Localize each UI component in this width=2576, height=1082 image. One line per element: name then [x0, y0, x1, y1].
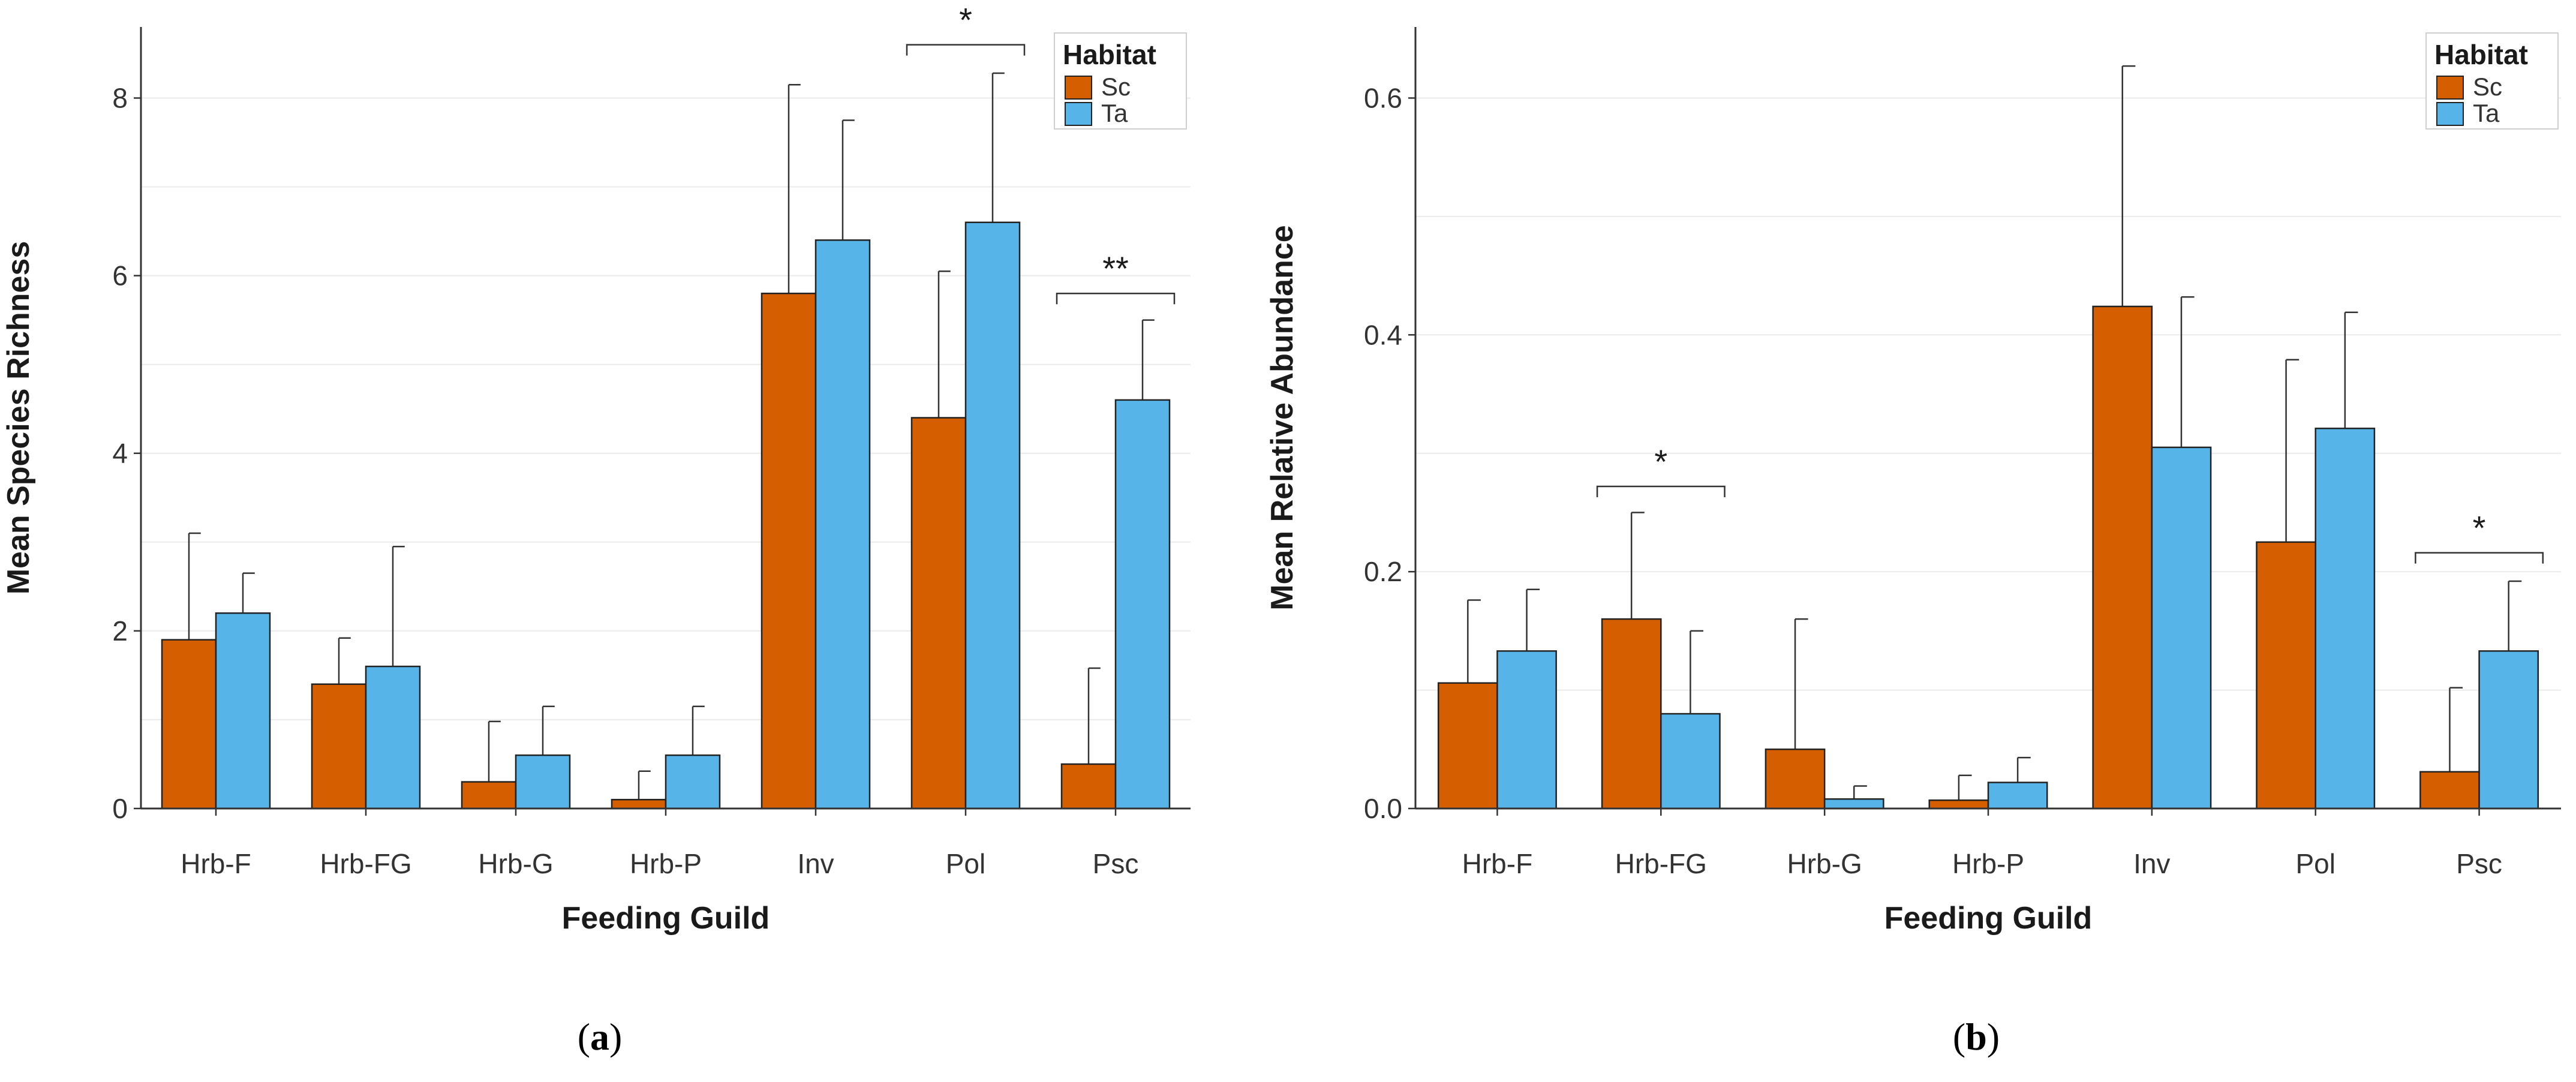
bar-sc-hrb-g — [1765, 749, 1826, 810]
y-tick-label: 2 — [112, 615, 128, 647]
panel-label-letter: a — [590, 1015, 609, 1058]
legend-label-sc: Sc — [1101, 73, 1131, 101]
bar-ta-pol — [2315, 428, 2376, 810]
bar-sc-hrb-fg — [311, 683, 367, 810]
bar-ta-hrb-fg — [1660, 713, 1721, 810]
bar-sc-inv — [761, 292, 817, 810]
x-tick-label: Inv — [2133, 848, 2170, 879]
y-axis-title: Mean Relative Abundance — [1265, 225, 1300, 610]
bar-ta-hrb-p — [665, 754, 721, 810]
legend-title: Habitat — [1063, 39, 1156, 70]
x-tick-label: Inv — [797, 848, 834, 879]
bar-sc-hrb-fg — [1601, 618, 1662, 810]
bar-ta-hrb-f — [215, 612, 271, 810]
significance-bracket — [1056, 292, 1176, 305]
x-axis-title: Feeding Guild — [562, 901, 770, 936]
legend-swatch-sc — [1065, 76, 1092, 100]
bar-ta-hrb-g — [1823, 798, 1884, 810]
x-tick-label: Hrb-FG — [1615, 848, 1707, 879]
legend-swatch-ta — [1065, 102, 1092, 126]
x-tick-label: Hrb-P — [1952, 848, 2024, 879]
y-axis-title: Mean Species Richness — [1, 241, 36, 595]
significance-label: ** — [1102, 250, 1129, 287]
bar-sc-psc — [1060, 763, 1117, 810]
bar-sc-hrb-p — [611, 798, 667, 810]
significance-bracket — [906, 44, 1026, 56]
bar-sc-hrb-g — [461, 781, 517, 810]
bar-ta-hrb-fg — [365, 665, 421, 810]
x-tick-label: Hrb-P — [630, 848, 702, 879]
bar-sc-hrb-f — [161, 639, 217, 810]
bar-sc-pol — [2256, 541, 2316, 810]
bar-sc-hrb-f — [1437, 682, 1498, 810]
y-tick-label: 8 — [112, 82, 128, 113]
bar-ta-inv — [2151, 446, 2212, 810]
bar-ta-pol — [964, 221, 1021, 810]
significance-bracket — [1596, 485, 1726, 498]
y-tick-label: 0.6 — [1364, 82, 1402, 113]
x-tick-label: Pol — [946, 848, 985, 879]
panel-b-chart: 0.0 0.2 0.4 0.6 Hrb-F Hrb-FG Hrb-G Hrb-P Inv Pol P… — [1265, 27, 2561, 1058]
y-tick-label: 0.0 — [1364, 793, 1402, 824]
bar-sc-psc — [2419, 771, 2480, 810]
x-tick-label: Hrb-FG — [320, 848, 411, 879]
legend-swatch-ta — [2436, 102, 2464, 126]
x-tick-label: Psc — [1093, 848, 1139, 879]
y-tick-label: 4 — [112, 438, 128, 469]
y-tick-label: 0 — [112, 793, 128, 824]
significance-label: * — [959, 1, 972, 39]
bar-sc-hrb-p — [1928, 799, 1989, 810]
panel-label: (b) — [1953, 1015, 2000, 1058]
legend-swatch-sc — [2436, 76, 2464, 100]
panel-label: (a) — [578, 1015, 623, 1058]
x-tick-label: Hrb-F — [1462, 848, 1533, 879]
x-tick-label: Hrb-F — [181, 848, 251, 879]
bar-sc-pol — [910, 417, 967, 810]
bar-ta-hrb-f — [1496, 650, 1557, 810]
x-tick-label: Pol — [2295, 848, 2335, 879]
y-tick-label: 6 — [112, 260, 128, 291]
bar-ta-psc — [2478, 650, 2539, 810]
bar-ta-inv — [814, 239, 871, 810]
bar-sc-inv — [2092, 305, 2153, 810]
bar-ta-hrb-g — [515, 754, 571, 810]
x-tick-label: Psc — [2456, 848, 2502, 879]
legend-label-ta: Ta — [1101, 99, 1128, 127]
y-tick-label: 0.4 — [1364, 319, 1402, 350]
x-tick-label: Hrb-G — [478, 848, 553, 879]
bar-ta-hrb-p — [1987, 782, 2048, 810]
significance-label: * — [1654, 443, 1667, 480]
panel-a-chart: 0 2 4 6 8 Hrb-F Hrb-FG Hrb-G Hrb-P Inv Pol Psc Feedi… — [1, 1, 1191, 1058]
significance-bracket — [2415, 552, 2544, 564]
legend-title: Habitat — [2434, 39, 2528, 70]
x-axis-title: Feeding Guild — [1884, 901, 2093, 936]
significance-label: * — [2473, 509, 2486, 547]
panel-label-letter: b — [1965, 1015, 1987, 1058]
legend-label-sc: Sc — [2473, 73, 2502, 101]
x-tick-label: Hrb-G — [1787, 848, 1862, 879]
bar-ta-psc — [1114, 399, 1171, 810]
legend-label-ta: Ta — [2473, 99, 2500, 127]
y-tick-label: 0.2 — [1364, 556, 1402, 587]
